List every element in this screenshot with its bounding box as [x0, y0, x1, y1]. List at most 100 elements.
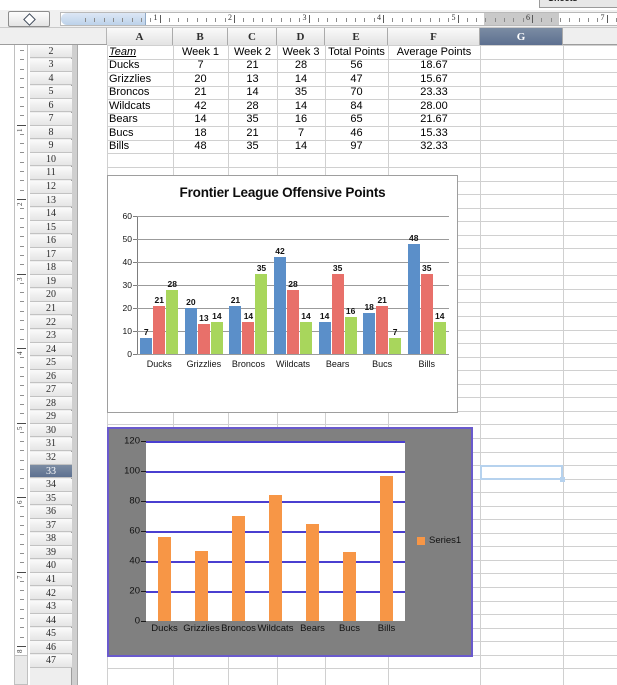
cell-average-points[interactable]: 28.00	[420, 99, 448, 112]
chart1-bar[interactable]: 14	[318, 311, 331, 354]
column-header-f[interactable]: F	[388, 28, 480, 45]
cell-average-points[interactable]: 21.67	[420, 113, 448, 126]
row-header-15[interactable]: 15	[30, 221, 72, 235]
cell-team[interactable]: Broncos	[109, 86, 150, 99]
row-header-5[interactable]: 5	[30, 85, 72, 99]
row-header-45[interactable]: 45	[30, 627, 72, 641]
chart2-bar[interactable]	[269, 495, 282, 621]
chart1-bar[interactable]: 20	[184, 297, 197, 354]
chart1-bar[interactable]: 28	[287, 279, 300, 354]
row-header-38[interactable]: 38	[30, 532, 72, 546]
row-header-32[interactable]: 32	[30, 451, 72, 465]
row-header-28[interactable]: 28	[30, 397, 72, 411]
row-header-46[interactable]: 46	[30, 641, 72, 655]
chart1-bar[interactable]: 21	[376, 295, 389, 354]
cell-week2[interactable]: 21	[246, 126, 259, 139]
chart2-legend[interactable]: Series1	[417, 535, 461, 546]
chart2-bar[interactable]	[343, 552, 356, 621]
chart2-bar[interactable]	[195, 550, 208, 621]
row-header-33[interactable]: 33	[30, 465, 72, 479]
cell-total-points[interactable]: 97	[350, 140, 363, 153]
cell-week3[interactable]: 16	[294, 113, 308, 126]
row-header-17[interactable]: 17	[30, 248, 72, 262]
row-header-47[interactable]: 47	[30, 654, 72, 668]
cell-week1[interactable]: 7	[197, 59, 204, 72]
cell-week1[interactable]: 21	[194, 86, 207, 99]
row-header-25[interactable]: 25	[30, 356, 72, 370]
cell-team[interactable]: Grizzlies	[109, 72, 152, 85]
column-header-e[interactable]: E	[325, 28, 388, 45]
selection-fill-handle[interactable]	[560, 476, 565, 482]
chart1-bar[interactable]: 21	[153, 295, 166, 354]
cell-week2[interactable]: 35	[246, 140, 259, 153]
chart1-bar[interactable]: 14	[300, 311, 313, 354]
row-header-27[interactable]: 27	[30, 383, 72, 397]
chart1-bar[interactable]: 16	[344, 306, 357, 354]
chart2-bar[interactable]	[306, 523, 319, 621]
cell-header-total-points[interactable]: Total Points	[328, 45, 385, 58]
column-header-a[interactable]: A	[107, 28, 173, 45]
chart1-bar[interactable]: 13	[197, 313, 210, 354]
corner-select-all-button[interactable]	[8, 11, 50, 27]
column-header-b[interactable]: B	[173, 28, 228, 45]
row-header-19[interactable]: 19	[30, 275, 72, 289]
column-header-g[interactable]: G	[480, 28, 563, 45]
cell-week1[interactable]: 18	[194, 126, 207, 139]
chart1-bar[interactable]: 14	[242, 311, 255, 354]
row-header-44[interactable]: 44	[30, 614, 72, 628]
cell-header-team[interactable]: Team	[109, 45, 137, 58]
column-header-c[interactable]: C	[228, 28, 277, 45]
vertical-ruler-nub[interactable]	[14, 655, 28, 685]
cell-week3[interactable]: 14	[294, 140, 308, 153]
chart1-bar[interactable]: 35	[420, 263, 433, 354]
chart1-bar[interactable]: 21	[229, 295, 242, 354]
row-header-41[interactable]: 41	[30, 573, 72, 587]
horizontal-ruler[interactable]: 1 2 3 4 5 6 7	[60, 12, 617, 26]
row-header-8[interactable]: 8	[30, 126, 72, 140]
row-header-18[interactable]: 18	[30, 261, 72, 275]
row-header-2[interactable]: 2	[30, 45, 72, 58]
cell-average-points[interactable]: 15.67	[420, 72, 448, 85]
row-header-3[interactable]: 3	[30, 58, 72, 72]
row-header-39[interactable]: 39	[30, 546, 72, 560]
cell-total-points[interactable]: 46	[350, 126, 363, 139]
chart1-bar[interactable]: 7	[140, 327, 153, 354]
cell-week3[interactable]: 28	[294, 59, 308, 72]
cell-total-points[interactable]: 56	[350, 59, 363, 72]
cell-week1[interactable]: 42	[194, 99, 207, 112]
row-header-10[interactable]: 10	[30, 153, 72, 167]
chart-total-points[interactable]: 0 20 40 60 80 100 120 Ducks Grizzlies Broncos Wil…	[107, 427, 473, 657]
cell-header-week-2[interactable]: Week 2	[233, 45, 272, 58]
row-header-20[interactable]: 20	[30, 288, 72, 302]
cell-average-points[interactable]: 32.33	[420, 140, 448, 153]
cell-week2[interactable]: 13	[246, 72, 259, 85]
cell-week3[interactable]: 35	[294, 86, 308, 99]
row-header-42[interactable]: 42	[30, 587, 72, 600]
row-header-24[interactable]: 24	[30, 343, 72, 357]
cell-header-average-points[interactable]: Average Points	[396, 45, 472, 58]
row-header-36[interactable]: 36	[30, 505, 72, 519]
cell-week2[interactable]: 14	[246, 86, 259, 99]
selected-cell[interactable]	[480, 465, 565, 482]
cell-header-week-3[interactable]: Week 3	[282, 45, 320, 58]
row-header-14[interactable]: 14	[30, 207, 72, 221]
chart-offensive-points[interactable]: Frontier League Offensive Points 0 10 20 30…	[107, 175, 458, 413]
cell-team[interactable]: Ducks	[109, 59, 140, 72]
chart1-bar[interactable]: 18	[363, 302, 376, 354]
cell-week3[interactable]: 7	[297, 126, 305, 139]
cell-team[interactable]: Wildcats	[109, 99, 151, 112]
row-header-12[interactable]: 12	[30, 180, 72, 194]
row-header-7[interactable]: 7	[30, 112, 72, 126]
row-header-34[interactable]: 34	[30, 478, 72, 492]
cell-week3[interactable]: 14	[294, 99, 308, 112]
chart1-bar[interactable]: 7	[389, 327, 402, 354]
chart2-bar[interactable]	[158, 537, 171, 621]
row-header-6[interactable]: 6	[30, 99, 72, 113]
cell-total-points[interactable]: 65	[350, 113, 363, 126]
row-header-4[interactable]: 4	[30, 72, 72, 86]
chart2-bar[interactable]	[232, 516, 245, 621]
cell-header-week-1[interactable]: Week 1	[181, 45, 220, 58]
cell-average-points[interactable]: 23.33	[420, 86, 448, 99]
cell-week2[interactable]: 21	[246, 59, 259, 72]
chart2-bar[interactable]	[380, 475, 393, 621]
